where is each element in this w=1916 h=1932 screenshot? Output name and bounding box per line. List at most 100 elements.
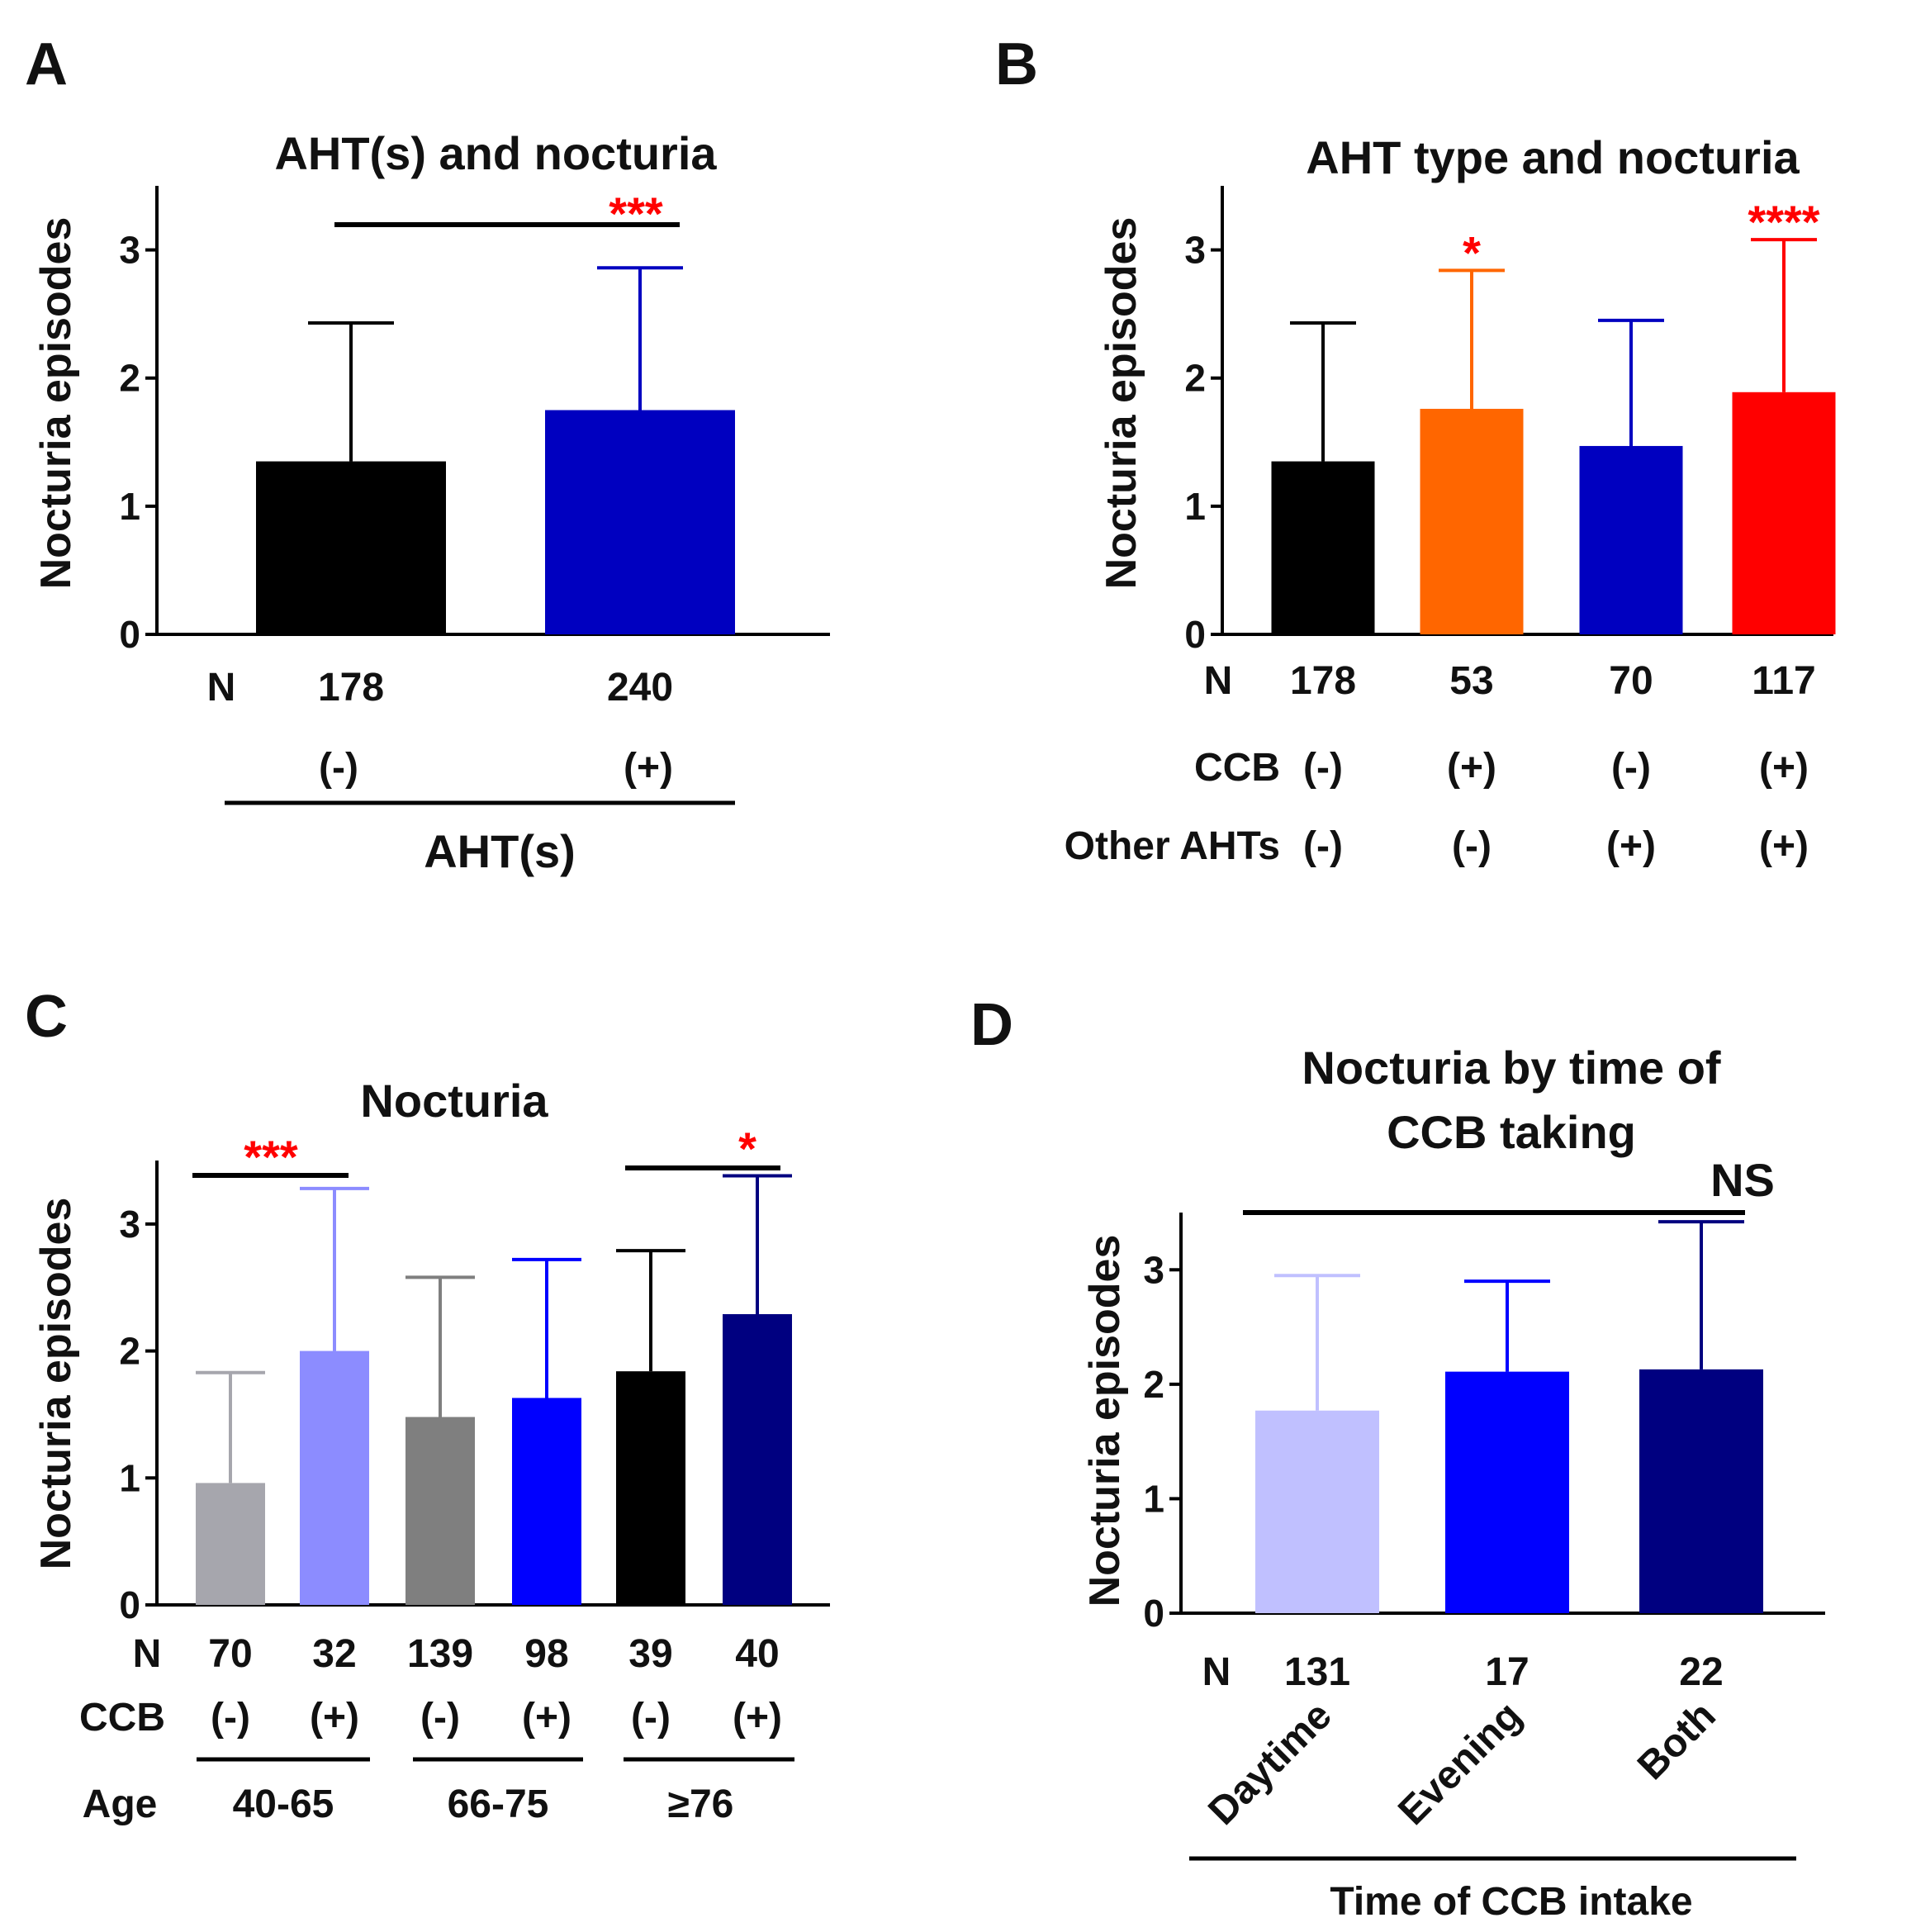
n-value: 70 — [1609, 659, 1653, 703]
n-value: 117 — [1752, 659, 1815, 703]
n-value: 139 — [407, 1632, 473, 1676]
row-value: (-) — [211, 1696, 250, 1740]
row-value: (-) — [1452, 824, 1492, 868]
category-label: Both — [1629, 1693, 1724, 1788]
n-label: N — [1204, 659, 1233, 703]
panel-c: C Nocturia 0 1 2 3 Nocturia episodes N 70 32 139 98… — [25, 984, 830, 1826]
bar — [1639, 1369, 1763, 1613]
chart-title: Nocturia by time of — [1302, 1042, 1721, 1094]
row-value: (-) — [1303, 824, 1343, 868]
n-value: 53 — [1449, 659, 1493, 703]
category-label: Evening — [1390, 1693, 1529, 1833]
row-value: (+) — [522, 1696, 571, 1740]
y-tick-label: 2 — [119, 1330, 140, 1373]
row-label: CCB — [1194, 746, 1280, 790]
bar — [405, 1417, 475, 1605]
significance-label: *** — [244, 1131, 298, 1183]
n-label: N — [133, 1632, 162, 1676]
y-tick-label: 1 — [119, 1456, 140, 1499]
y-tick-label: 0 — [1184, 613, 1206, 656]
row-label: Other AHTs — [1065, 824, 1280, 868]
row-value: (+) — [1759, 824, 1809, 868]
age-group-label: 40-65 — [233, 1782, 334, 1826]
y-axis-label: Nocturia episodes — [32, 1198, 80, 1570]
y-tick-label: 0 — [119, 613, 140, 656]
panel-letter: D — [970, 992, 1013, 1058]
row-value: (+) — [1447, 746, 1496, 790]
bar — [1271, 461, 1375, 634]
row-value: (-) — [631, 1696, 671, 1740]
y-tick-label: 3 — [119, 229, 140, 272]
panel-d: D Nocturia by time of CCB taking 0 1 2 3 Noctur… — [970, 992, 1825, 1924]
n-value: 32 — [312, 1632, 356, 1676]
n-value: 178 — [1290, 659, 1356, 703]
y-tick-label: 1 — [1143, 1477, 1164, 1520]
y-tick-label: 2 — [1184, 357, 1206, 400]
row-label: CCB — [79, 1696, 165, 1740]
age-label: Age — [83, 1782, 158, 1826]
bar — [300, 1351, 369, 1605]
category-label: (-) — [319, 746, 358, 790]
row-value: (-) — [420, 1696, 460, 1740]
n-value: 240 — [607, 666, 673, 710]
y-tick-label: 3 — [1143, 1248, 1164, 1291]
bar — [1732, 392, 1836, 634]
category-label: Daytime — [1200, 1693, 1340, 1834]
n-value: 178 — [318, 666, 384, 710]
bar — [1255, 1410, 1379, 1613]
bar — [1579, 445, 1683, 634]
bar — [1445, 1371, 1569, 1613]
n-value: 98 — [524, 1632, 568, 1676]
n-value: 40 — [735, 1632, 779, 1676]
chart-title: Nocturia — [360, 1075, 548, 1127]
chart-title: AHT type and nocturia — [1306, 131, 1800, 183]
row-value: (+) — [1606, 824, 1656, 868]
row-value: (+) — [1759, 746, 1809, 790]
y-axis-label: Nocturia episodes — [1098, 217, 1145, 590]
chart-title: CCB taking — [1387, 1106, 1636, 1158]
y-tick-label: 2 — [1143, 1363, 1164, 1406]
panel-b: B AHT type and nocturia 0 1 2 3 Nocturia episo… — [995, 31, 1836, 868]
significance-stars: * — [1463, 226, 1481, 278]
y-tick-label: 3 — [119, 1203, 140, 1246]
y-axis-label: Nocturia episodes — [32, 217, 80, 590]
y-tick-label: 3 — [1184, 229, 1206, 272]
group-label: Time of CCB intake — [1330, 1880, 1692, 1924]
significance-label: NS — [1710, 1154, 1775, 1206]
significance-label: *** — [609, 188, 663, 240]
panel-letter: A — [25, 31, 68, 97]
chart-title: AHT(s) and nocturia — [274, 127, 717, 179]
group-label: AHT(s) — [424, 825, 576, 877]
panel-letter: B — [995, 31, 1038, 97]
age-group-label: ≥76 — [668, 1782, 734, 1826]
significance-stars: **** — [1748, 196, 1819, 248]
n-value: 70 — [208, 1632, 252, 1676]
panel-letter: C — [25, 984, 68, 1050]
y-tick-label: 1 — [119, 485, 140, 528]
n-value: 22 — [1679, 1650, 1723, 1694]
row-value: (-) — [1303, 746, 1343, 790]
category-label: (+) — [624, 746, 673, 790]
bar — [545, 410, 735, 634]
y-tick-label: 1 — [1184, 485, 1206, 528]
age-group-label: 66-75 — [448, 1782, 549, 1826]
y-tick-label: 0 — [1143, 1592, 1164, 1635]
bar — [196, 1483, 265, 1605]
row-value: (+) — [310, 1696, 359, 1740]
panel-a: A AHT(s) and nocturia 0 1 2 3 Nocturia episode… — [25, 31, 830, 877]
y-tick-label: 0 — [119, 1583, 140, 1626]
bar — [723, 1313, 792, 1605]
bar — [256, 461, 446, 634]
row-value: (+) — [733, 1696, 782, 1740]
n-value: 39 — [628, 1632, 672, 1676]
y-tick-label: 2 — [119, 357, 140, 400]
n-value: 131 — [1284, 1650, 1350, 1694]
significance-label: * — [738, 1123, 756, 1175]
bar — [616, 1371, 685, 1605]
n-label: N — [1202, 1650, 1231, 1694]
row-value: (-) — [1611, 746, 1651, 790]
n-value: 17 — [1485, 1650, 1529, 1694]
bar — [1420, 408, 1524, 634]
y-axis-label: Nocturia episodes — [1081, 1235, 1129, 1607]
